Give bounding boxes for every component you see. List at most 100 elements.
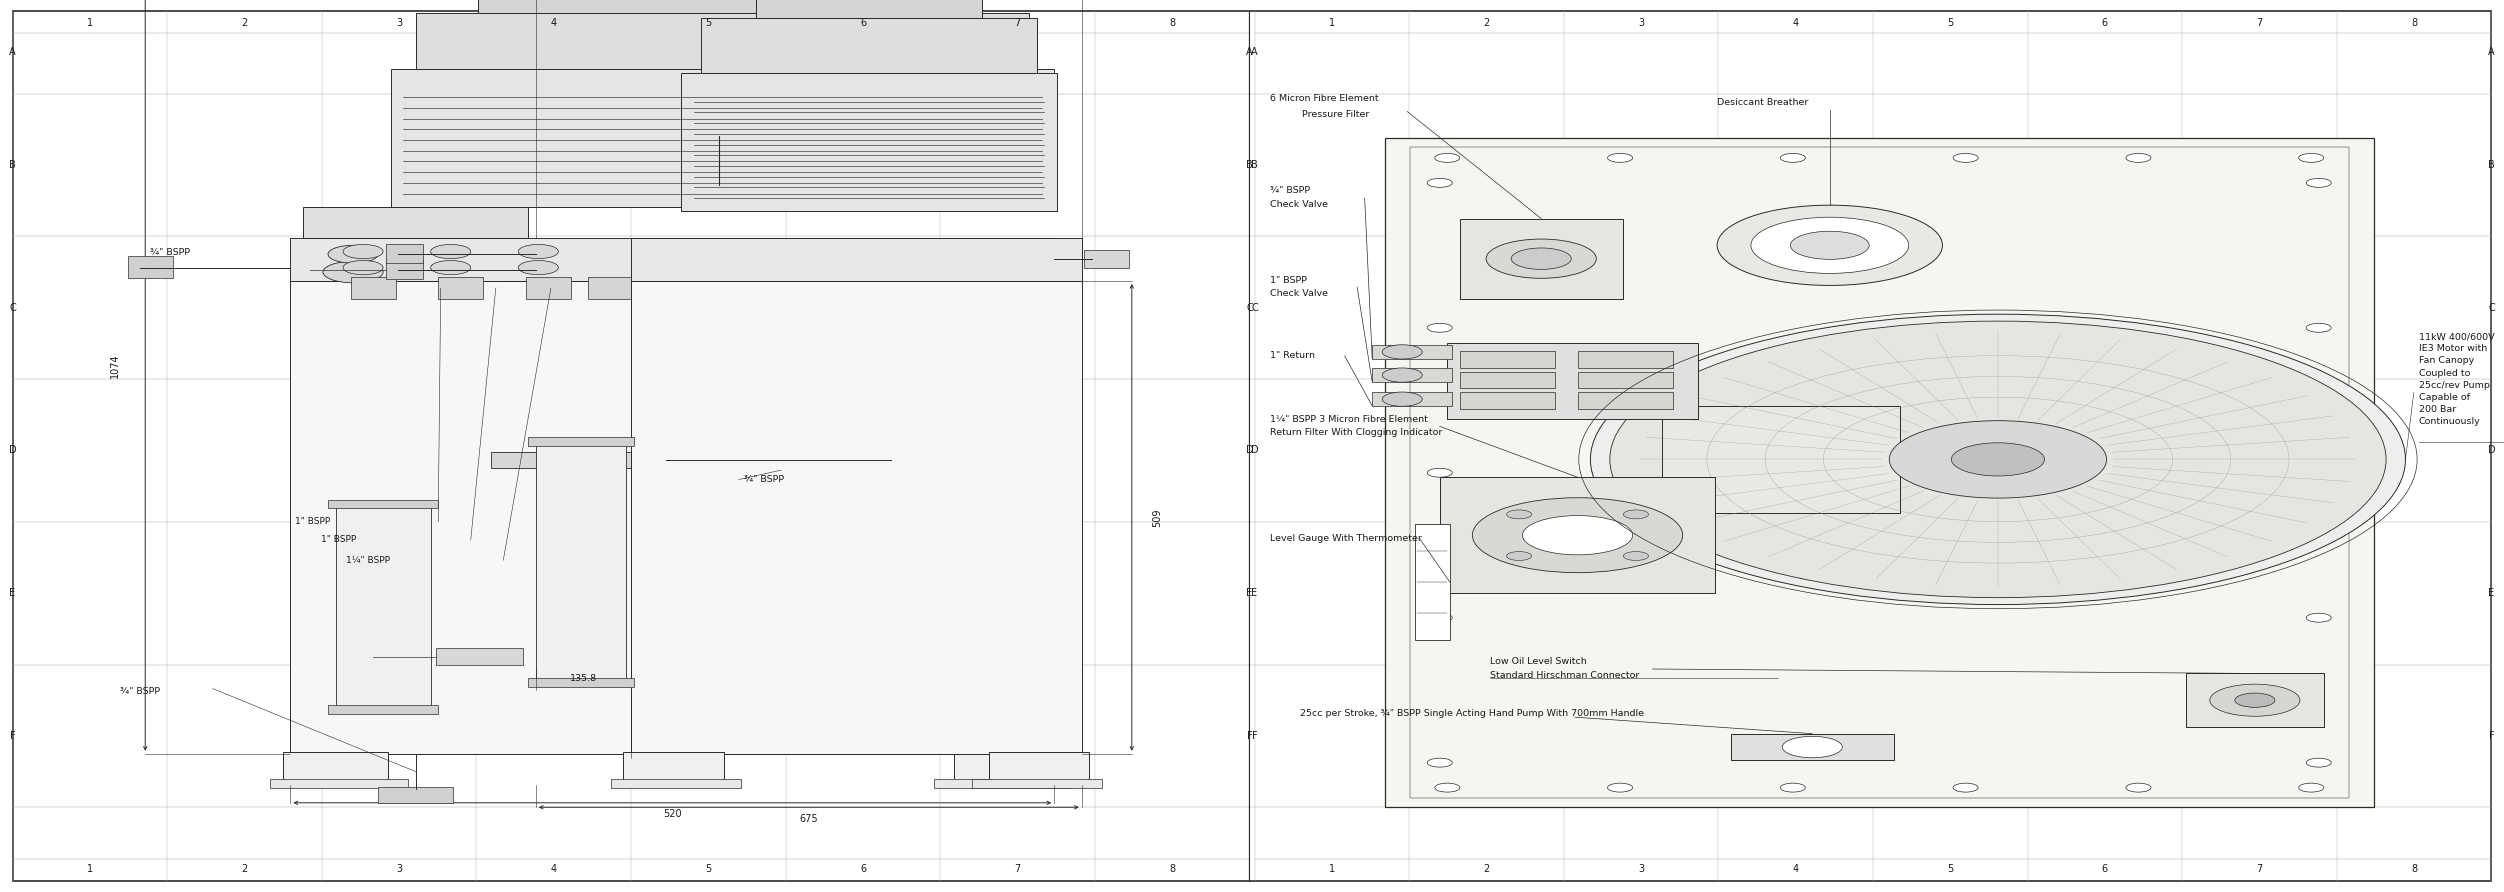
Text: Standard Hirschman Connector: Standard Hirschman Connector — [1490, 671, 1640, 680]
Text: 6: 6 — [2101, 863, 2108, 874]
Bar — [984, 558, 1024, 584]
Circle shape — [1507, 510, 1532, 519]
Text: 7: 7 — [1014, 18, 1022, 29]
Bar — [1372, 368, 1452, 382]
Text: ¾" BSPP: ¾" BSPP — [1270, 186, 1310, 195]
Text: 135.8: 135.8 — [571, 674, 596, 683]
Circle shape — [1610, 321, 2386, 598]
Text: B: B — [2489, 160, 2494, 170]
Text: D: D — [1249, 445, 1260, 456]
Bar — [436, 648, 523, 665]
Bar — [701, 18, 1037, 73]
Bar — [611, 779, 741, 788]
Bar — [526, 277, 571, 299]
Bar — [491, 452, 666, 468]
Circle shape — [1427, 178, 1452, 187]
Text: 1074: 1074 — [110, 353, 120, 378]
Circle shape — [1427, 614, 1452, 623]
Text: Low Oil Level Switch: Low Oil Level Switch — [1490, 657, 1588, 666]
Circle shape — [1783, 737, 1843, 758]
Text: 5: 5 — [1948, 863, 1953, 874]
Text: F: F — [1247, 731, 1252, 741]
Text: 6: 6 — [859, 863, 866, 874]
Text: C: C — [2489, 302, 2494, 313]
Bar — [934, 779, 1072, 788]
Text: 4: 4 — [551, 863, 556, 874]
Text: 2: 2 — [1482, 863, 1490, 874]
Bar — [128, 256, 173, 278]
Bar — [1385, 138, 2374, 807]
Circle shape — [1590, 314, 2406, 605]
Bar — [283, 752, 388, 780]
Circle shape — [343, 260, 383, 275]
Circle shape — [2299, 153, 2324, 162]
Bar — [1730, 733, 1893, 760]
Bar — [2186, 673, 2324, 727]
Text: ¾" BSPP: ¾" BSPP — [120, 687, 160, 696]
Bar — [270, 779, 408, 788]
Bar — [1578, 372, 1673, 388]
Circle shape — [2306, 324, 2331, 333]
Text: 3: 3 — [1638, 863, 1645, 874]
Bar — [386, 244, 423, 263]
Text: E: E — [10, 588, 15, 599]
Bar — [336, 504, 431, 709]
Text: C: C — [1252, 302, 1257, 313]
Text: D: D — [8, 445, 18, 456]
Text: 5: 5 — [706, 863, 711, 874]
Circle shape — [1750, 218, 1908, 274]
Text: F: F — [2489, 731, 2494, 741]
Circle shape — [518, 244, 558, 259]
Text: 509: 509 — [1152, 508, 1162, 526]
Text: Check Valve: Check Valve — [1270, 200, 1327, 209]
Text: Pressure Filter: Pressure Filter — [1302, 110, 1370, 119]
Bar — [1460, 392, 1555, 409]
Circle shape — [1780, 153, 1805, 162]
Circle shape — [1382, 345, 1422, 359]
Circle shape — [2306, 178, 2331, 187]
Bar — [651, 277, 696, 299]
Text: 8: 8 — [2411, 863, 2416, 874]
Circle shape — [2299, 783, 2324, 792]
Text: 4: 4 — [551, 18, 556, 29]
Text: 2: 2 — [240, 863, 248, 874]
Circle shape — [2236, 693, 2276, 707]
Bar — [984, 477, 1024, 504]
Bar — [386, 260, 423, 279]
Text: 1" BSPP: 1" BSPP — [1270, 276, 1307, 285]
Text: 1" BSPP: 1" BSPP — [295, 517, 331, 526]
Text: 8: 8 — [1169, 863, 1174, 874]
Circle shape — [1608, 783, 1633, 792]
Text: 25cc per Stroke, ¾" BSPP Single Acting Hand Pump With 700mm Handle: 25cc per Stroke, ¾" BSPP Single Acting H… — [1300, 709, 1643, 718]
Bar — [631, 281, 1082, 754]
Text: C: C — [1247, 302, 1252, 313]
Bar — [378, 787, 453, 803]
Bar — [478, 0, 967, 13]
Text: F: F — [10, 731, 15, 741]
Bar — [984, 513, 1024, 540]
Circle shape — [1382, 368, 1422, 383]
Bar — [1578, 351, 1673, 368]
Circle shape — [1427, 468, 1452, 477]
Text: ¾" BSPP: ¾" BSPP — [744, 475, 784, 484]
Bar — [681, 73, 1057, 211]
Circle shape — [518, 260, 558, 275]
Circle shape — [1522, 516, 1633, 555]
Text: 2: 2 — [1482, 18, 1490, 29]
Text: E: E — [1247, 588, 1252, 599]
Bar — [1440, 477, 1715, 593]
Bar — [290, 238, 1054, 281]
Bar — [303, 207, 528, 238]
Text: 7: 7 — [2256, 863, 2264, 874]
Circle shape — [1427, 324, 1452, 333]
Text: 1" Return: 1" Return — [1270, 351, 1315, 360]
Circle shape — [1512, 248, 1573, 269]
Bar — [1372, 345, 1452, 359]
Text: 520: 520 — [664, 809, 681, 820]
Circle shape — [2126, 153, 2151, 162]
Circle shape — [1953, 783, 1978, 792]
Circle shape — [2306, 468, 2331, 477]
Circle shape — [328, 245, 378, 263]
Circle shape — [2126, 783, 2151, 792]
Text: 1: 1 — [1330, 863, 1335, 874]
